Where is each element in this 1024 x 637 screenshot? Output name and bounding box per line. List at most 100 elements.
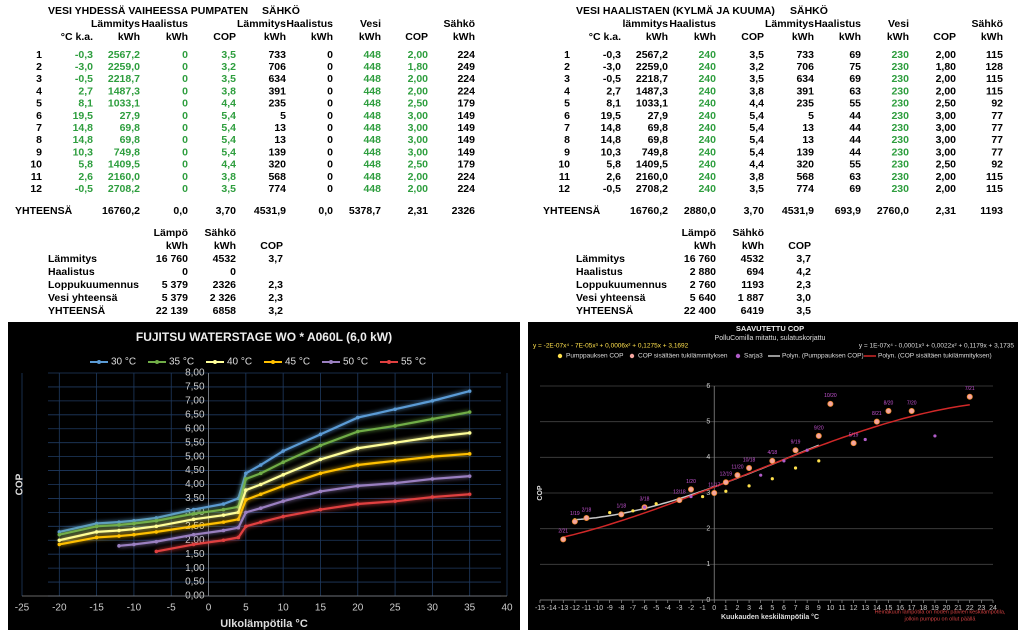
table-cell: 240	[698, 146, 716, 158]
data-point	[132, 518, 136, 523]
data-point	[827, 400, 834, 407]
annotation: jolloin pumppu on ollut päällä	[904, 616, 977, 622]
table-cell: 2,00	[936, 171, 957, 183]
data-point	[191, 542, 196, 547]
table-cell: 235	[796, 98, 814, 110]
data-point	[792, 447, 799, 454]
table-cell: 69,8	[648, 134, 669, 146]
x-tick-label: 9	[817, 605, 821, 612]
table-cell: 0	[182, 110, 188, 122]
table-cell: 2,00	[936, 49, 957, 61]
table-cell: 230	[891, 134, 909, 146]
table-cell: 4,4	[749, 159, 764, 171]
summary-cell: 3,5	[796, 305, 811, 317]
summary-header: kWh	[694, 240, 716, 252]
table-title: VESI YHDESSÄ VAIHEESSA PUMPATEN	[48, 4, 248, 17]
legend-label: Sarja3	[744, 353, 763, 360]
table-cell: 2259,0	[636, 61, 668, 73]
x-tick-label: 10	[826, 605, 834, 612]
x-tick-label: 8	[805, 605, 809, 612]
data-point	[117, 534, 121, 538]
data-point	[154, 516, 159, 520]
table-cell: 240	[698, 171, 716, 183]
x-tick-label: -2	[688, 605, 694, 612]
data-point	[258, 471, 263, 476]
x-tick-label: -12	[570, 605, 580, 612]
table-cell: 77	[991, 146, 1003, 158]
data-point	[863, 437, 867, 442]
data-point	[94, 524, 99, 529]
summary-cell: 2 880	[690, 266, 716, 278]
summary-header: Lämpö	[682, 227, 716, 239]
data-point	[244, 524, 248, 529]
x-tick-label: 21	[954, 605, 962, 612]
x-tick-label: 25	[390, 603, 402, 614]
table-group-title: SÄHKÖ	[790, 4, 828, 17]
table-cell: -0,5	[603, 183, 621, 195]
column-header: kWh	[981, 31, 1003, 43]
table-cell: 27,9	[120, 110, 141, 122]
table-cell: 5	[808, 110, 814, 122]
legend-label: 35 °C	[169, 357, 194, 368]
summary-cell: 3,0	[796, 292, 811, 304]
table-cell: 8	[564, 134, 570, 146]
point-label: 12/18	[673, 489, 686, 495]
table-cell: 55	[849, 98, 861, 110]
y-tick-label: 6	[706, 383, 710, 390]
y-tick-label: 5	[706, 419, 710, 426]
table-cell: 1409,5	[636, 159, 668, 171]
table-cell: 1487,3	[636, 85, 668, 97]
table-cell: 2567,2	[108, 49, 140, 61]
table-cell: 2,00	[936, 183, 957, 195]
table-cell: 92	[991, 159, 1003, 171]
x-axis-label: Ulkolämpötila °C	[220, 618, 308, 630]
series-line	[59, 410, 470, 536]
table-cell: 0	[327, 122, 333, 134]
table-cell: 774	[796, 183, 814, 195]
summary-cell: 694	[746, 266, 764, 278]
table-cell: 240	[698, 122, 716, 134]
table-cell: 774	[268, 183, 286, 195]
table-cell: 733	[268, 49, 286, 61]
table-cell: 230	[891, 171, 909, 183]
table-cell: 230	[891, 49, 909, 61]
point-label: 7/20	[907, 400, 917, 406]
table-cell: 2,00	[408, 171, 429, 183]
table-cell: 14,8	[73, 122, 94, 134]
data-point	[770, 477, 774, 481]
table-cell: 706	[796, 61, 814, 73]
table-cell: 448	[363, 171, 381, 183]
y-tick-label: 7,00	[185, 396, 205, 407]
table-cell: 27,9	[648, 110, 669, 122]
table-cell: 2218,7	[636, 73, 668, 85]
summary-cell: 6419	[741, 305, 765, 317]
table-cell: 320	[268, 159, 286, 171]
column-header: kWh	[453, 31, 475, 43]
table-cell: 3,00	[408, 134, 429, 146]
summary-cell: 2 326	[210, 292, 236, 304]
table-cell: 0	[327, 171, 333, 183]
table-cell: 44	[849, 146, 861, 158]
data-point	[132, 527, 136, 531]
x-tick-label: -10	[127, 603, 142, 614]
table-cell: 44	[849, 122, 861, 134]
data-point	[355, 463, 360, 467]
data-point	[244, 510, 248, 515]
table-cell: 706	[268, 61, 286, 73]
column-header: kWh	[887, 31, 909, 43]
table-cell: 240	[698, 85, 716, 97]
data-point	[805, 448, 809, 452]
data-point	[221, 507, 226, 512]
table-cell: 2,50	[408, 159, 429, 171]
column-header: kWh	[646, 31, 668, 43]
x-tick-label: 0	[206, 603, 212, 614]
table-cell: 5,4	[221, 122, 236, 134]
table-cell: 2160,0	[636, 171, 668, 183]
summary-cell: 4532	[213, 253, 237, 265]
data-point	[430, 399, 435, 403]
table-cell: 149	[457, 134, 475, 146]
summary-header: kWh	[214, 240, 236, 252]
summary-cell: 0	[182, 266, 188, 278]
total-cell: 1193	[980, 205, 1003, 217]
table-cell: 1409,5	[108, 159, 140, 171]
